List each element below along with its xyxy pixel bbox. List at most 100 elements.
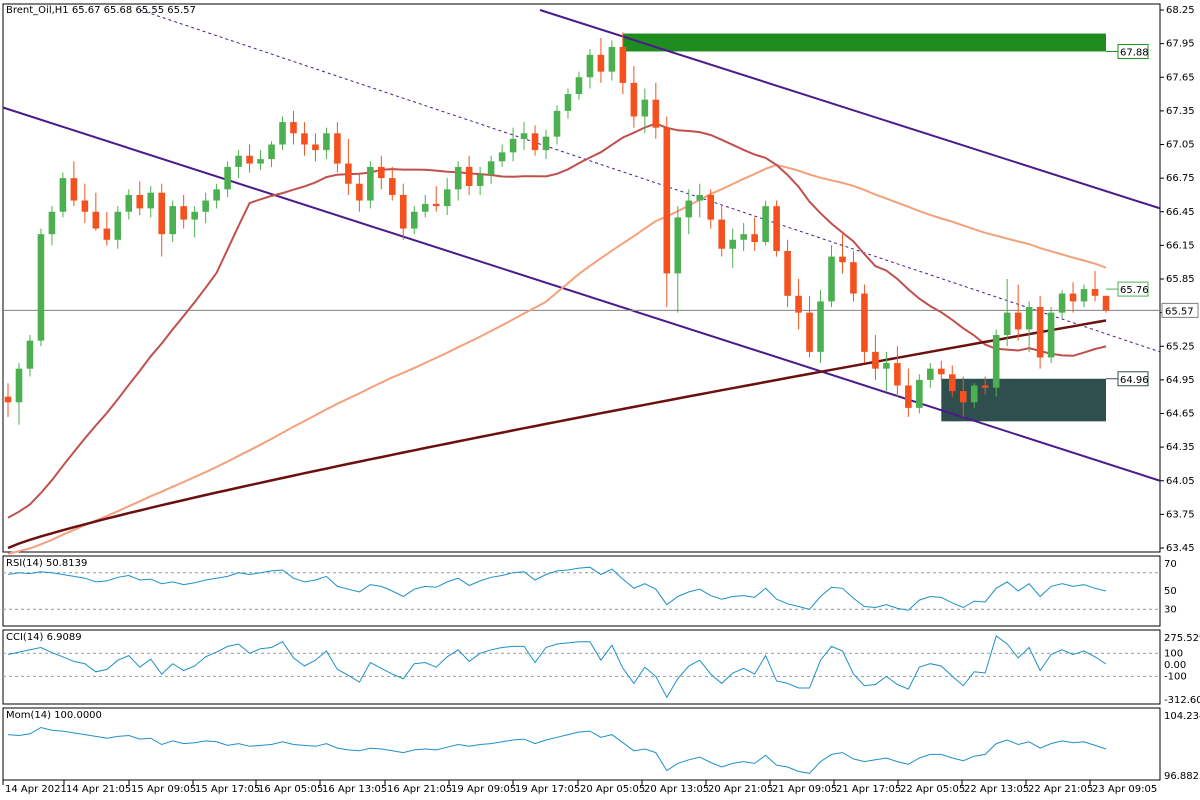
mom-tick-label: 96.8823 — [1164, 771, 1200, 782]
y-tick-label: 63.75 — [1166, 509, 1195, 520]
candle-body — [1003, 312, 1011, 336]
candles — [4, 32, 1110, 425]
ma-long-line — [7, 319, 1107, 550]
candle-body — [927, 368, 934, 380]
candle-body — [476, 174, 484, 186]
price-tag-box — [1117, 371, 1149, 387]
panel-frame — [2, 555, 1161, 627]
candle-body — [564, 94, 572, 111]
candle-body — [345, 163, 352, 184]
panel-frame — [2, 707, 1161, 781]
x-tick-label: 14 Apr 21:05 — [66, 784, 131, 795]
candle-body — [630, 82, 638, 117]
price-tag-box — [1117, 281, 1149, 297]
candle-body — [641, 99, 649, 117]
cci-line — [7, 635, 1107, 699]
chart-header: Brent_Oil,H1 65.67 65.68 65.55 65.57 — [6, 5, 196, 16]
candle-body — [136, 194, 144, 209]
candle-body — [1036, 307, 1044, 358]
candle-body — [806, 312, 813, 352]
x-tick-label: 23 Apr 09:05 — [1092, 784, 1157, 795]
support-zone — [941, 378, 1106, 422]
candle-body — [1091, 289, 1099, 296]
candle-body — [235, 155, 242, 167]
candle-body — [103, 228, 111, 240]
y-tick-label: 68.25 — [1166, 5, 1195, 16]
rsi-line — [7, 566, 1107, 611]
candle-body — [773, 206, 780, 251]
x-tick-label: 21 Apr 17:05 — [836, 784, 901, 795]
candle-body — [498, 152, 506, 162]
candle-body — [334, 133, 341, 164]
candle-body — [553, 110, 561, 137]
candle-body — [531, 133, 539, 151]
y-tick-label: 66.75 — [1166, 173, 1195, 184]
candle-body — [59, 178, 67, 212]
candle-body — [619, 46, 627, 83]
ma-mid-line — [7, 163, 1107, 555]
candle-body — [180, 206, 187, 220]
candle-body — [1047, 312, 1055, 358]
candle-body — [959, 391, 967, 403]
y-tick-label: 67.95 — [1166, 39, 1195, 50]
candle-body — [575, 77, 583, 95]
candle-body — [828, 256, 835, 302]
candle-body — [410, 211, 418, 229]
price-tag-label: 65.76 — [1120, 285, 1149, 296]
candle-body — [1058, 293, 1066, 313]
candle-body — [367, 166, 374, 201]
x-tick-label: 16 Apr 21:05 — [387, 784, 452, 795]
x-tick-label: 20 Apr 21:05 — [708, 784, 773, 795]
candle-body — [114, 211, 122, 240]
candle-body — [37, 234, 45, 341]
cci-tick-label: 275.529 — [1164, 633, 1200, 644]
candle-body — [784, 250, 791, 296]
candle-body — [487, 161, 495, 175]
x-tick-label: 15 Apr 17:05 — [195, 784, 260, 795]
candle-body — [850, 262, 857, 294]
candle-body — [290, 122, 297, 134]
candle-body — [685, 200, 693, 218]
candle-body — [872, 351, 879, 369]
current-price-box — [1161, 302, 1199, 318]
candle-body — [696, 194, 704, 201]
panel-frames — [2, 3, 1161, 781]
y-tick-label: 64.35 — [1166, 442, 1195, 453]
y-tick-label: 64.65 — [1166, 409, 1195, 420]
rsi-label: RSI(14) 50.8139 — [6, 558, 87, 569]
panel-frame — [2, 3, 1161, 553]
candle-body — [608, 46, 616, 72]
y-tick-label: 64.95 — [1166, 375, 1195, 386]
x-tick-label: 22 Apr 21:05 — [1028, 784, 1093, 795]
candle-body — [158, 192, 166, 235]
candle-body — [663, 127, 671, 274]
candle-body — [751, 234, 758, 243]
dashed-trendline — [139, 9, 1161, 353]
candle-body — [905, 385, 912, 408]
candle-body — [1069, 293, 1077, 302]
candle-body — [542, 136, 550, 151]
x-tick-label: 19 Apr 09:05 — [451, 784, 516, 795]
mom-tick-label: 104.2343 — [1164, 711, 1200, 722]
candle-body — [1102, 295, 1110, 311]
candle-body — [938, 368, 945, 375]
channel-upper-line — [539, 9, 1161, 210]
candle-body — [279, 122, 286, 145]
y-tick-label: 67.05 — [1166, 140, 1195, 151]
x-tick-label: 20 Apr 13:05 — [644, 784, 709, 795]
cci-tick-label: 0.00 — [1164, 660, 1186, 671]
y-tick-label: 63.45 — [1166, 543, 1195, 554]
candle-body — [147, 192, 155, 209]
candle-body — [213, 189, 220, 201]
x-tick-label: 16 Apr 13:05 — [322, 784, 387, 795]
candle-body — [883, 363, 890, 369]
candle-body — [125, 194, 133, 212]
cci-tick-label: -100 — [1164, 671, 1187, 682]
price-tag-box — [1117, 43, 1149, 59]
y-tick-label: 64.05 — [1166, 476, 1195, 487]
candle-body — [378, 166, 385, 179]
candle-body — [992, 335, 1000, 388]
y-tick-label: 67.35 — [1166, 106, 1195, 117]
x-tick-label: 20 Apr 05:05 — [580, 784, 645, 795]
